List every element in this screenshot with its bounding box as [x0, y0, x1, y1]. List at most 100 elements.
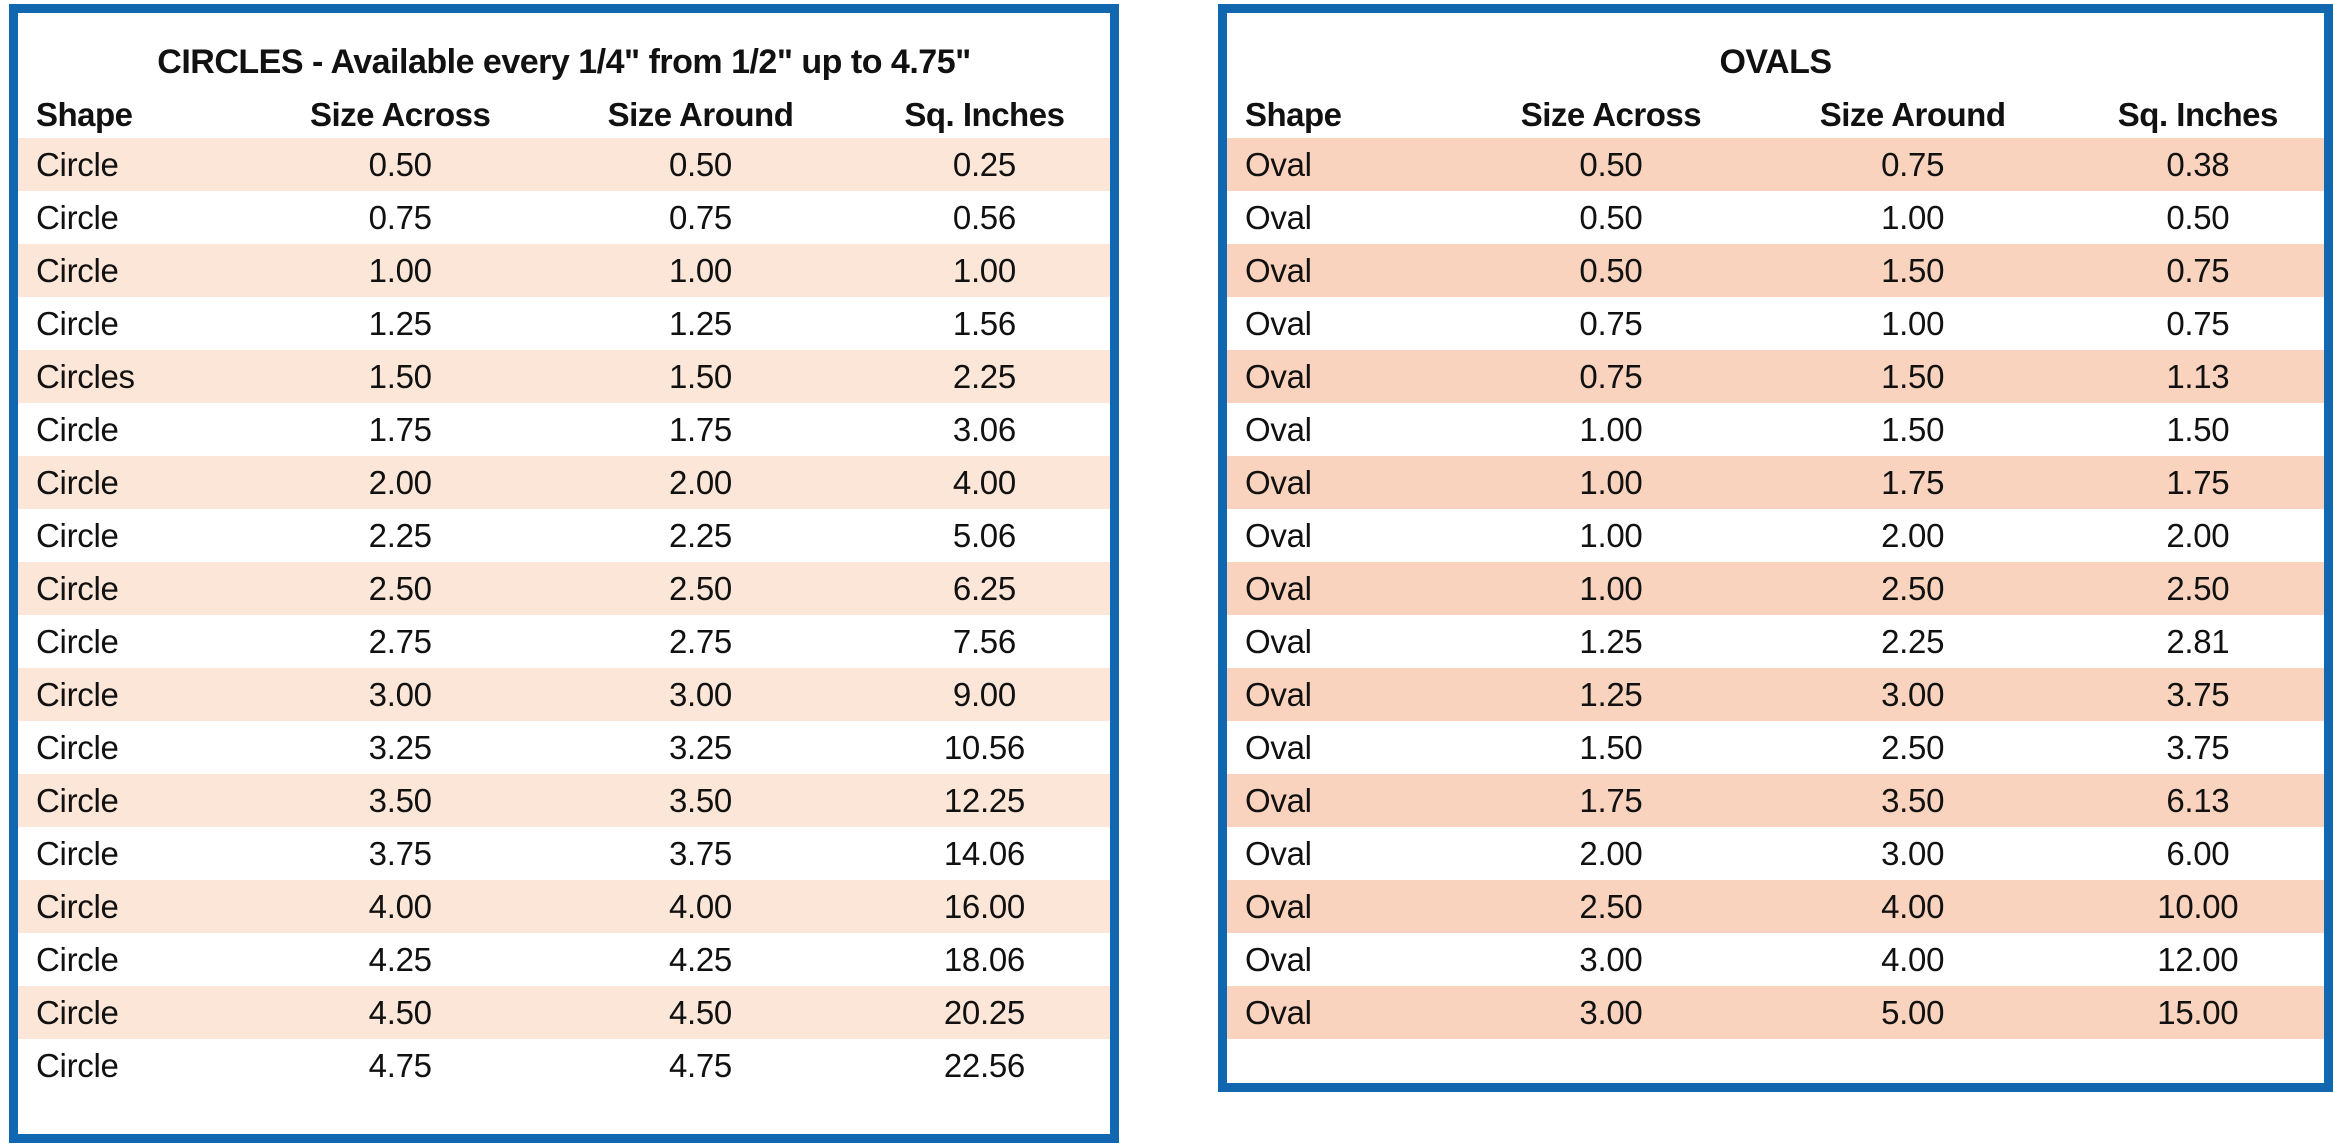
- cell-shape: Oval: [1245, 198, 1312, 236]
- table-row: Circle 3.50 3.50 12.25: [18, 774, 1110, 827]
- cell-size-around: 1.50: [1881, 251, 1945, 289]
- table-row: Oval 2.00 3.00 6.00: [1227, 827, 2324, 880]
- cell-size-across: 4.50: [368, 993, 432, 1031]
- table-row: Circle 1.75 1.75 3.06: [18, 403, 1110, 456]
- cell-size-around: 4.00: [1881, 887, 1945, 925]
- cell-size-across: 1.75: [368, 410, 432, 448]
- cell-size-around: 2.00: [1881, 516, 1945, 554]
- table-row: Circle 0.75 0.75 0.56: [18, 191, 1110, 244]
- cell-shape: Oval: [1245, 569, 1312, 607]
- cell-sq-inches: 6.00: [2166, 834, 2230, 872]
- column-header-size-around: Size Around: [607, 96, 794, 133]
- cell-shape: Oval: [1245, 834, 1312, 872]
- cell-shape: Oval: [1245, 993, 1312, 1031]
- cell-size-around: 4.50: [668, 993, 732, 1031]
- cell-sq-inches: 14.06: [943, 834, 1025, 872]
- cell-size-around: 5.00: [1881, 993, 1945, 1031]
- table-row: Oval 0.50 1.50 0.75: [1227, 244, 2324, 297]
- cell-size-around: 2.50: [1881, 728, 1945, 766]
- cell-size-across: 2.00: [1579, 834, 1643, 872]
- cell-size-around: 1.75: [1881, 463, 1945, 501]
- cell-size-across: 3.00: [1579, 940, 1643, 978]
- cell-sq-inches: 0.75: [2166, 251, 2230, 289]
- cell-sq-inches: 2.81: [2166, 622, 2230, 660]
- cell-size-around: 4.00: [668, 887, 732, 925]
- cell-sq-inches: 16.00: [943, 887, 1025, 925]
- table-row: Circle 4.75 4.75 22.56: [18, 1039, 1110, 1092]
- cell-size-across: 0.75: [368, 198, 432, 236]
- cell-shape: Oval: [1245, 463, 1312, 501]
- table-row: Oval 2.50 4.00 10.00: [1227, 880, 2324, 933]
- cell-size-around: 4.00: [1881, 940, 1945, 978]
- table-row: Oval 1.75 3.50 6.13: [1227, 774, 2324, 827]
- cell-size-around: 2.75: [668, 622, 732, 660]
- cell-size-across: 0.75: [1579, 357, 1643, 395]
- cell-size-around: 1.50: [668, 357, 732, 395]
- ovals-size-table: Shape Size Across Size Around Sq. Inches Ov…: [1227, 92, 2324, 1039]
- cell-shape: Circle: [36, 993, 119, 1031]
- cell-sq-inches: 0.25: [952, 145, 1016, 183]
- column-header-size-around: Size Around: [1819, 96, 2006, 133]
- cell-size-around: 3.50: [1881, 781, 1945, 819]
- circles-size-table: Shape Size Across Size Around Sq. Inches Ci…: [18, 92, 1110, 1092]
- column-header-size-across: Size Across: [310, 96, 491, 133]
- ovals-size-table-panel: OVALS Shape Size Across Size Around Sq. Inc…: [1218, 4, 2333, 1092]
- cell-sq-inches: 1.13: [2166, 357, 2230, 395]
- cell-size-across: 2.00: [368, 463, 432, 501]
- table-row: Oval 1.50 2.50 3.75: [1227, 721, 2324, 774]
- cell-sq-inches: 18.06: [943, 940, 1025, 978]
- table-row: Circle 2.00 2.00 4.00: [18, 456, 1110, 509]
- cell-shape: Circle: [36, 781, 119, 819]
- circles-header-row: Shape Size Across Size Around Sq. Inches: [18, 92, 1110, 138]
- table-row: Circles 1.50 1.50 2.25: [18, 350, 1110, 403]
- cell-shape: Circle: [36, 1046, 119, 1084]
- cell-size-across: 1.25: [1579, 675, 1643, 713]
- cell-sq-inches: 1.56: [952, 304, 1016, 342]
- cell-size-across: 0.50: [1579, 145, 1643, 183]
- cell-sq-inches: 0.75: [2166, 304, 2230, 342]
- cell-size-across: 4.00: [368, 887, 432, 925]
- cell-sq-inches: 0.38: [2166, 145, 2230, 183]
- cell-sq-inches: 3.75: [2166, 675, 2230, 713]
- table-row: Circle 2.75 2.75 7.56: [18, 615, 1110, 668]
- table-row: Oval 1.25 2.25 2.81: [1227, 615, 2324, 668]
- cell-size-around: 0.50: [668, 145, 732, 183]
- cell-sq-inches: 22.56: [943, 1046, 1025, 1084]
- cell-shape: Circle: [36, 675, 119, 713]
- table-row: Oval 0.75 1.50 1.13: [1227, 350, 2324, 403]
- cell-size-across: 2.50: [1579, 887, 1643, 925]
- cell-sq-inches: 2.50: [2166, 569, 2230, 607]
- cell-shape: Circle: [36, 569, 119, 607]
- table-row: Circle 2.25 2.25 5.06: [18, 509, 1110, 562]
- cell-size-across: 2.75: [368, 622, 432, 660]
- cell-size-around: 4.25: [668, 940, 732, 978]
- cell-size-around: 2.25: [668, 516, 732, 554]
- cell-sq-inches: 1.75: [2166, 463, 2230, 501]
- table-row: Oval 1.25 3.00 3.75: [1227, 668, 2324, 721]
- cell-shape: Circle: [36, 410, 119, 448]
- cell-sq-inches: 20.25: [943, 993, 1025, 1031]
- cell-sq-inches: 0.56: [952, 198, 1016, 236]
- ovals-table-title: OVALS: [1719, 43, 1832, 81]
- cell-size-around: 1.25: [668, 304, 732, 342]
- cell-size-around: 0.75: [1881, 145, 1945, 183]
- cell-size-around: 2.00: [668, 463, 732, 501]
- cell-size-around: 3.25: [668, 728, 732, 766]
- cell-sq-inches: 1.50: [2166, 410, 2230, 448]
- cell-size-across: 1.75: [1579, 781, 1643, 819]
- column-header-sq-inches: Sq. Inches: [2117, 96, 2279, 133]
- table-row: Circle 1.25 1.25 1.56: [18, 297, 1110, 350]
- cell-size-across: 3.25: [368, 728, 432, 766]
- column-header-size-across: Size Across: [1520, 96, 1702, 133]
- table-row: Circle 4.00 4.00 16.00: [18, 880, 1110, 933]
- cell-shape: Oval: [1245, 887, 1312, 925]
- cell-shape: Oval: [1245, 410, 1312, 448]
- cell-size-around: 1.75: [668, 410, 732, 448]
- cell-shape: Oval: [1245, 516, 1312, 554]
- table-row: Circle 3.00 3.00 9.00: [18, 668, 1110, 721]
- cell-size-across: 0.50: [368, 145, 432, 183]
- cell-size-across: 1.50: [368, 357, 432, 395]
- cell-sq-inches: 12.25: [943, 781, 1025, 819]
- cell-sq-inches: 6.25: [952, 569, 1016, 607]
- table-row: Oval 1.00 1.50 1.50: [1227, 403, 2324, 456]
